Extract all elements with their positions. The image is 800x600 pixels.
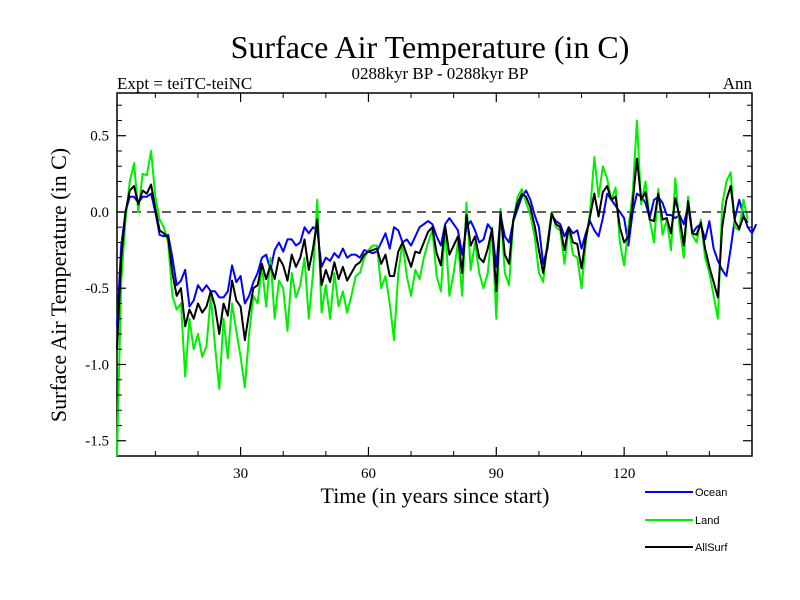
x-tick-label: 60 — [361, 466, 376, 482]
legend-label-allsurf: AllSurf — [695, 542, 728, 554]
experiment-label: Expt = teiTC-teiNC — [117, 74, 252, 93]
x-tick-label: 90 — [489, 466, 504, 482]
plot-area — [116, 92, 753, 457]
series-line-allsurf — [116, 157, 749, 350]
period-label: 0288kyr BP - 0288kyr BP — [352, 64, 529, 83]
x-tick-label: 30 — [233, 466, 248, 482]
y-tick-label: 0.5 — [90, 129, 109, 145]
legend-label-ocean: Ocean — [695, 487, 727, 499]
legend-label-land: Land — [695, 515, 719, 527]
y-tick-label: 0.0 — [90, 205, 109, 221]
y-axis-label: Surface Air Temperature (in C) — [46, 148, 71, 422]
y-tick-label: -1.5 — [85, 434, 109, 450]
axes: 30 60 90 120 -1.5 -1.0 -0.5 0.0 0.5 — [85, 93, 752, 482]
series-layer — [116, 119, 758, 457]
plot-border — [116, 92, 753, 457]
x-axis-label: Time (in years since start) — [321, 483, 550, 508]
y-tick-label: -0.5 — [85, 281, 109, 297]
legend: Ocean Land AllSurf — [645, 487, 728, 554]
y-tick-label: -1.0 — [85, 357, 109, 373]
chart-title: Surface Air Temperature (in C) — [231, 29, 630, 65]
season-label: Ann — [723, 74, 753, 93]
x-tick-label: 120 — [613, 466, 636, 482]
